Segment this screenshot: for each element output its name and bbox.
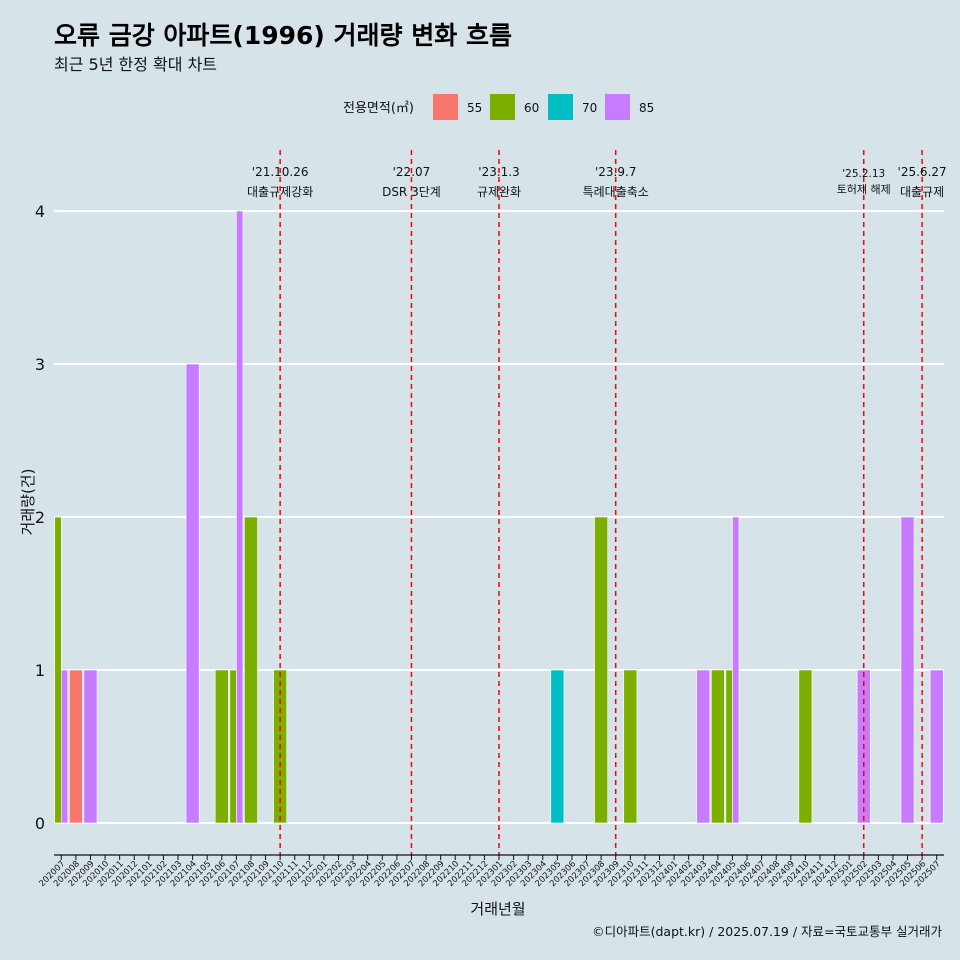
y-tick-label: 3 (35, 355, 45, 374)
y-tick-label: 2 (35, 508, 45, 527)
bar-202405-85 (732, 516, 740, 824)
bar-202104-85 (185, 363, 200, 824)
legend: 55 60 70 85 (433, 94, 654, 120)
grid (54, 210, 944, 824)
bar-202410-60 (798, 669, 813, 824)
bar-202008-55 (69, 669, 83, 824)
bar-202106-60 (214, 669, 229, 824)
event-label-0: 대출규제강화 (247, 185, 313, 199)
legend-key-60 (490, 94, 515, 120)
y-tick-label: 1 (35, 661, 45, 680)
event-date-0: '21.10.26 (252, 165, 309, 179)
bar-202007-60 (54, 516, 62, 824)
bar-202404-60 (710, 669, 725, 824)
event-label-4: 토허제 해제 (837, 182, 891, 196)
caption: ©디아파트(dapt.kr) / 2025.07.19 / 자료=국토교통부 실… (592, 924, 942, 939)
event-date-3: '23.9.7 (595, 165, 636, 179)
chart-title: 오류 금강 아파트(1996) 거래량 변화 흐름 (54, 21, 512, 50)
event-label-3: 특례대출축소 (583, 185, 649, 199)
event-label-2: 규제완화 (477, 185, 521, 199)
event-date-4: '25.2.13 (842, 168, 885, 180)
y-axis-label: 거래량(건) (19, 469, 37, 536)
y-tick-label: 0 (35, 814, 45, 833)
bar-202405-60 (725, 669, 733, 824)
event-annotations: '21.10.26 대출규제강화 '22.07 DSR 3단계 '23.1.3 규제완화 '… (247, 150, 947, 856)
bar-202108-60 (244, 516, 258, 824)
event-date-2: '23.1.3 (478, 165, 519, 179)
bar-202305-70 (550, 669, 565, 824)
event-date-1: '22.07 (393, 165, 431, 179)
event-label-5: 대출규제 (900, 185, 944, 199)
bar-202505-85 (900, 516, 915, 824)
chart-subtitle: 최근 5년 한정 확대 차트 (54, 55, 217, 74)
legend-key-55 (433, 94, 458, 120)
legend-key-85 (605, 94, 630, 120)
x-axis: 2020072020082020092020102020112020122021… (37, 854, 944, 889)
bar-202007-85 (60, 669, 69, 824)
bar-202107-60 (229, 669, 237, 824)
bar-202403-85 (696, 669, 711, 824)
bar-202507-85 (929, 669, 944, 824)
legend-title: 전용면적(㎡) (343, 101, 414, 116)
bar-202107-85 (236, 210, 244, 824)
bar-202308-60 (594, 516, 608, 824)
y-axis: 0 1 2 3 4 (35, 202, 45, 833)
bar-202009-85 (83, 669, 98, 824)
legend-key-70 (548, 94, 573, 120)
legend-label-70: 70 (582, 101, 597, 115)
bars (54, 210, 944, 824)
bar-202310-60 (623, 669, 638, 824)
y-tick-label: 4 (35, 202, 45, 221)
legend-label-85: 85 (639, 101, 654, 115)
x-axis-label: 거래년월 (470, 900, 525, 918)
legend-label-55: 55 (467, 101, 482, 115)
legend-label-60: 60 (524, 101, 539, 115)
event-label-1: DSR 3단계 (382, 185, 441, 199)
event-date-5: '25.6.27 (898, 165, 947, 179)
